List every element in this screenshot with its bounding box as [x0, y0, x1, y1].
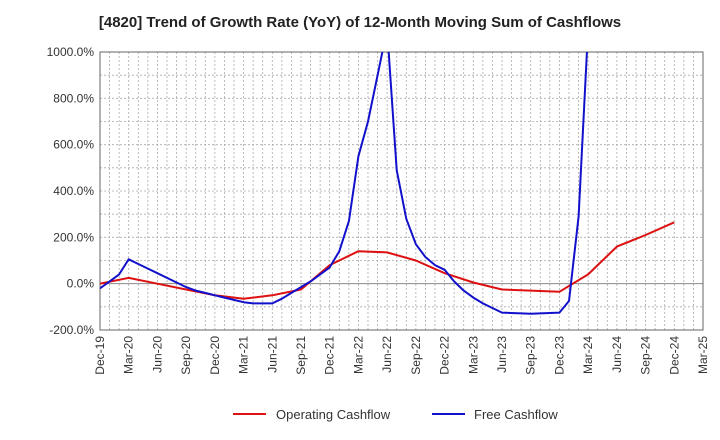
- x-tick-label: Sep-22: [409, 336, 423, 375]
- y-tick-label: 600.0%: [53, 138, 94, 152]
- y-tick-label: 200.0%: [53, 230, 94, 244]
- legend: Operating Cashflow Free Cashflow: [233, 407, 558, 422]
- x-tick-label: Sep-23: [524, 336, 538, 375]
- y-tick-label: 800.0%: [53, 91, 94, 105]
- x-tick-label: Mar-22: [351, 336, 365, 374]
- x-tick-label: Jun-22: [380, 336, 394, 373]
- x-tick-label: Jun-20: [150, 336, 164, 373]
- x-tick-label: Dec-23: [552, 336, 566, 375]
- series-layer: [100, 52, 675, 315]
- x-tick-label: Mar-23: [466, 336, 480, 374]
- series-line-free-cashflow: [100, 52, 588, 315]
- x-tick-label: Mar-25: [696, 336, 710, 374]
- x-tick-label: Mar-24: [581, 336, 595, 374]
- chart-title: [4820] Trend of Growth Rate (YoY) of 12-…: [98, 14, 622, 31]
- x-tick-label: Jun-21: [265, 336, 279, 373]
- legend-label-operating-cashflow: Operating Cashflow: [276, 407, 391, 422]
- x-tick-label: Dec-22: [438, 336, 452, 375]
- x-tick-label: Jun-23: [495, 336, 509, 373]
- x-tick-label: Dec-24: [667, 336, 681, 375]
- y-tick-label: 0.0%: [67, 277, 95, 291]
- x-tick-label: Dec-21: [323, 336, 337, 375]
- x-tick-label: Dec-19: [93, 336, 107, 375]
- axis-layer: -200.0% 0.0% 200.0% 400.0% 600.0% 800.0% 1000.…: [47, 45, 710, 375]
- y-tick-label: 1000.0%: [47, 45, 95, 59]
- x-tick-label: Sep-20: [179, 336, 193, 375]
- y-tick-label: 400.0%: [53, 184, 94, 198]
- plot-frame: [99, 51, 704, 331]
- y-tick-label: -200.0%: [49, 323, 94, 337]
- x-tick-label: Dec-20: [208, 336, 222, 375]
- x-tick-label: Mar-20: [122, 336, 136, 374]
- grid-layer: [100, 52, 703, 330]
- legend-label-free-cashflow: Free Cashflow: [474, 407, 558, 422]
- x-tick-label: Sep-24: [639, 336, 653, 375]
- x-tick-label: Mar-21: [237, 336, 251, 374]
- x-tick-label: Sep-21: [294, 336, 308, 375]
- x-tick-label: Jun-24: [610, 336, 624, 373]
